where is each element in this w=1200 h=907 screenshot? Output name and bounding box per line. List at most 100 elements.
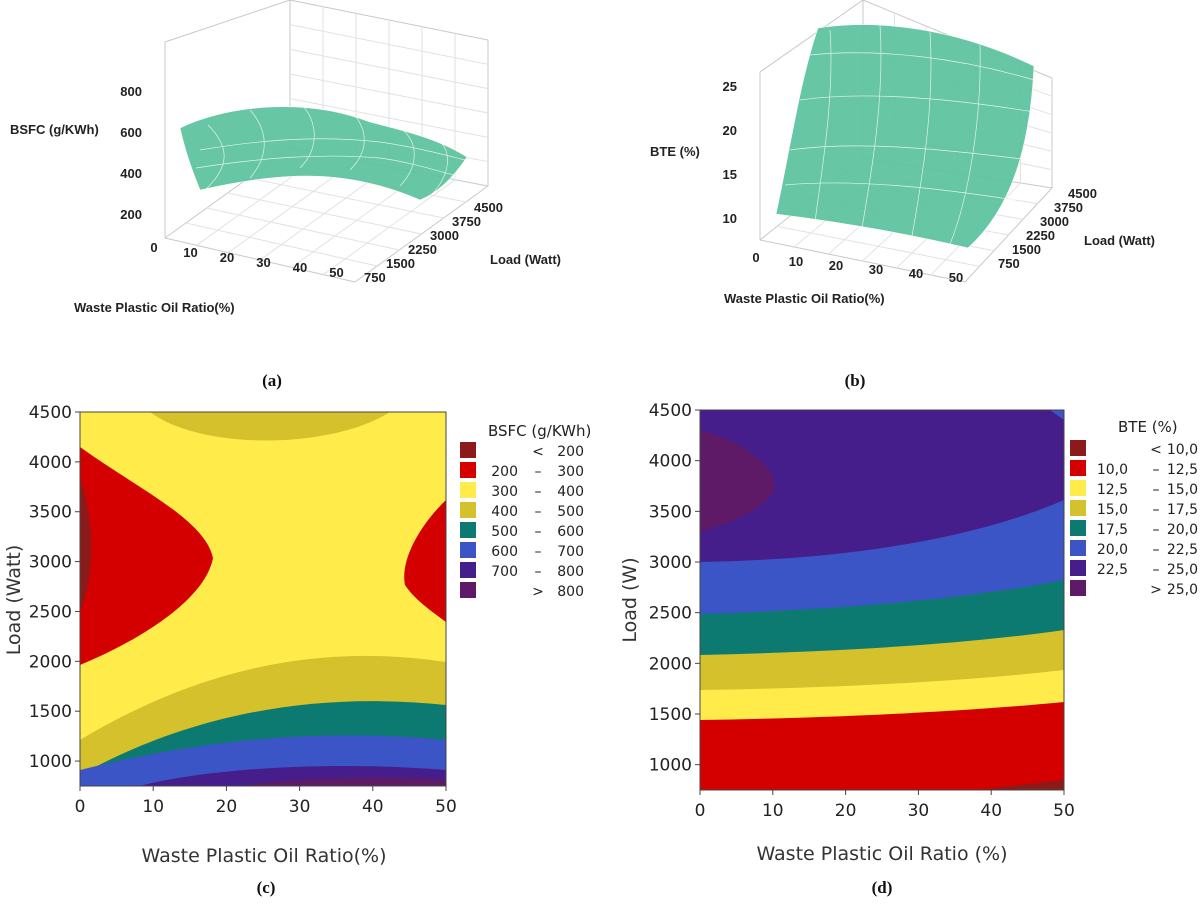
d-legend-swatch: [1070, 560, 1086, 576]
d-legend-sep: –: [1153, 502, 1160, 518]
c-legend-sep: –: [535, 464, 542, 480]
d-legend-high: 20,0: [1167, 522, 1198, 538]
c-legend-low: 400: [491, 504, 518, 520]
c-legend-high: 800: [557, 564, 584, 580]
panel-b-surface-plot: 25 20 15 10 0 10 20 30 40 50 7501500225030003750…: [650, 0, 1155, 390]
b-xtick-label: 0: [752, 250, 759, 265]
b-ztick-label: 15: [723, 167, 737, 182]
c-ytick-label: 1000: [29, 752, 72, 772]
b-ytick-label: 750: [998, 256, 1020, 271]
d-legend-sep: >: [1150, 582, 1162, 598]
b-xlabel: Waste Plastic Oil Ratio(%): [724, 291, 885, 306]
b-ytick-label: 4500: [1068, 186, 1097, 201]
c-xtick-label: 50: [435, 797, 457, 817]
c-legend-swatch: [460, 562, 476, 578]
d-legend-low: 12,5: [1097, 482, 1128, 498]
c-legend-low: 200: [491, 464, 518, 480]
c-legend-high: 400: [557, 484, 584, 500]
b-xtick-label: 40: [909, 266, 923, 281]
d-legend-sep: –: [1153, 542, 1160, 558]
b-ztick-label: 20: [723, 123, 737, 138]
a-xtick-label: 0: [150, 240, 157, 255]
d-legend-high: 10,0: [1167, 442, 1198, 458]
c-legend-swatch: [460, 442, 476, 458]
bsfc-surface: [179, 106, 468, 201]
d-legend-low: 10,0: [1097, 462, 1128, 478]
d-caption: (d): [872, 878, 893, 897]
a-ytick-label: 2250: [408, 242, 437, 257]
c-ytick-label: 2000: [29, 652, 72, 672]
c-legend-sep: –: [535, 544, 542, 560]
c-ytick-label: 2500: [29, 602, 72, 622]
a-ytick-label: 3750: [452, 214, 481, 229]
c-xtick-label: 10: [142, 797, 164, 817]
c-ytick-label: 4000: [29, 453, 72, 473]
d-ytick-label: 2500: [649, 604, 692, 624]
b-ytick-label: 1500: [1012, 242, 1041, 257]
c-legend-sep: –: [535, 524, 542, 540]
d-xtick-label: 30: [908, 801, 930, 821]
c-legend-sep: –: [535, 504, 542, 520]
d-ytick-label: 4000: [649, 452, 692, 472]
c-legend-swatch: [460, 522, 476, 538]
d-region-below-10: [980, 780, 1064, 790]
d-region-above-25: [700, 430, 775, 532]
c-legend-swatch: [460, 502, 476, 518]
c-xlabel: Waste Plastic Oil Ratio(%): [142, 845, 387, 867]
d-legend-high: 12,5: [1167, 462, 1198, 478]
c-legend-swatch: [460, 482, 476, 498]
a-xtick-label: 40: [293, 260, 307, 275]
c-legend-high: 700: [557, 544, 584, 560]
d-legend-swatch: [1070, 460, 1086, 476]
d-xtick-label: 20: [835, 801, 857, 821]
d-legend-swatch: [1070, 480, 1086, 496]
c-xtick-label: 40: [362, 797, 384, 817]
d-legend-high: 25,0: [1167, 562, 1198, 578]
b-ytick-label: 3750: [1054, 200, 1083, 215]
d-xtick-label: 50: [1053, 801, 1075, 821]
b-ztick-label: 25: [723, 79, 737, 94]
a-zlabel: BSFC (g/KWh): [10, 122, 99, 137]
d-legend-low: 20,0: [1097, 542, 1128, 558]
c-legend-low: 700: [491, 564, 518, 580]
a-ytick-label: 4500: [474, 200, 503, 215]
c-xtick-label: 30: [289, 797, 311, 817]
a-xtick-label: 50: [329, 265, 343, 280]
a-caption: (a): [262, 371, 282, 390]
c-legend-low: 300: [491, 484, 518, 500]
bte-surface: [775, 24, 1035, 249]
c-legend-swatch: [460, 542, 476, 558]
a-ytick-label: 750: [364, 270, 386, 285]
a-ztick-label: 200: [120, 207, 142, 222]
c-legend-swatch: [460, 462, 476, 478]
d-ytick-label: 3500: [649, 502, 692, 522]
d-legend-title: BTE (%): [1118, 418, 1178, 436]
a-xlabel: Waste Plastic Oil Ratio(%): [74, 300, 235, 315]
d-legend-swatch: [1070, 580, 1086, 596]
d-xlabel: Waste Plastic Oil Ratio (%): [756, 843, 1007, 865]
d-ytick-label: 2000: [649, 654, 692, 674]
b-ztick-label: 10: [723, 211, 737, 226]
c-region-200-300-left: [80, 447, 213, 665]
b-xtick-label: 50: [949, 270, 963, 285]
d-legend-sep: <: [1150, 442, 1162, 458]
b-xtick-label: 10: [789, 254, 803, 269]
a-ztick-label: 800: [120, 84, 142, 99]
c-xtick-label: 20: [216, 797, 238, 817]
c-ylabel: Load (Watt): [3, 545, 25, 656]
b-caption: (b): [845, 371, 866, 390]
d-xtick-label: 0: [695, 801, 706, 821]
d-legend-swatch: [1070, 440, 1086, 456]
d-region-above-25-corner: [1050, 410, 1064, 420]
c-caption: (c): [257, 878, 276, 897]
c-legend-high: 300: [557, 464, 584, 480]
d-legend-high: 15,0: [1167, 482, 1198, 498]
d-legend-sep: –: [1153, 462, 1160, 478]
d-ytick-label: 3000: [649, 553, 692, 573]
d-ytick-label: 4500: [649, 401, 692, 421]
d-legend-low: 17,5: [1097, 522, 1128, 538]
d-ytick-label: 1000: [649, 756, 692, 776]
c-legend-high: 600: [557, 524, 584, 540]
d-legend-sep: –: [1153, 482, 1160, 498]
